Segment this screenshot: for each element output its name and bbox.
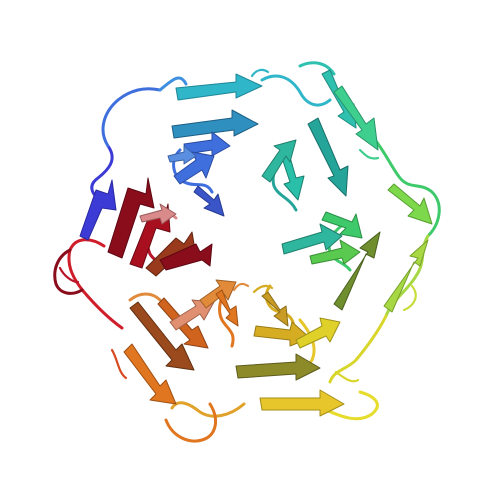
- strand-green-5: [309, 239, 361, 265]
- loop-c-terminus: [53, 248, 84, 295]
- loop-top-right: [298, 61, 336, 76]
- loop-left-bottom: [164, 402, 218, 443]
- strand-darkred-2: [159, 243, 213, 271]
- strand-brown-2: [129, 301, 195, 371]
- loop-left: [67, 238, 124, 330]
- loop-lower-left: [128, 292, 162, 302]
- fragment-7: [252, 284, 274, 294]
- loop-bottom-right: [328, 314, 388, 384]
- strand-yellow-2: [295, 317, 341, 349]
- loop-bottom: [324, 390, 379, 421]
- strand-blue-4: [193, 185, 225, 217]
- strand-teal-2: [307, 117, 349, 197]
- strand-lightblue-2: [167, 145, 197, 165]
- strand-teal-4: [261, 139, 297, 183]
- strand-green-3: [281, 223, 343, 255]
- fragment-5: [110, 348, 128, 380]
- loop-bottom-left: [170, 401, 246, 418]
- strand-cyan-1: [175, 73, 263, 101]
- fragment-2: [358, 148, 380, 160]
- fragment-1: [250, 68, 270, 78]
- strand-blue-1: [79, 179, 117, 241]
- fragment-8: [232, 282, 250, 292]
- loop-blue-top: [101, 87, 162, 148]
- strand-pink-2: [139, 203, 177, 225]
- strand-yellow-1: [259, 389, 345, 417]
- loop-top: [260, 74, 332, 107]
- strand-green-2: [387, 183, 433, 225]
- loop-right-upper: [370, 134, 441, 238]
- strand-olive-1: [333, 231, 381, 311]
- fragment-6: [58, 266, 80, 284]
- strand-brown-1: [145, 231, 197, 277]
- loop-top-left: [158, 76, 188, 92]
- fragment-3: [402, 284, 417, 312]
- strand-gold-2: [261, 291, 289, 327]
- strand-lightblue-1: [171, 109, 259, 139]
- strand-blue-3: [173, 151, 215, 185]
- beta-strands: [79, 69, 433, 417]
- strand-orange-1: [123, 343, 177, 405]
- strand-pink-1: [169, 299, 215, 331]
- strand-darkred-1: [107, 177, 155, 259]
- strand-olive-2: [235, 353, 321, 381]
- strand-lime-1: [383, 239, 429, 313]
- fragment-4: [334, 370, 360, 383]
- coil-fragments: [58, 68, 417, 383]
- strand-green-1: [333, 85, 379, 151]
- strand-orange-4: [215, 289, 239, 327]
- strand-green-4: [321, 211, 363, 239]
